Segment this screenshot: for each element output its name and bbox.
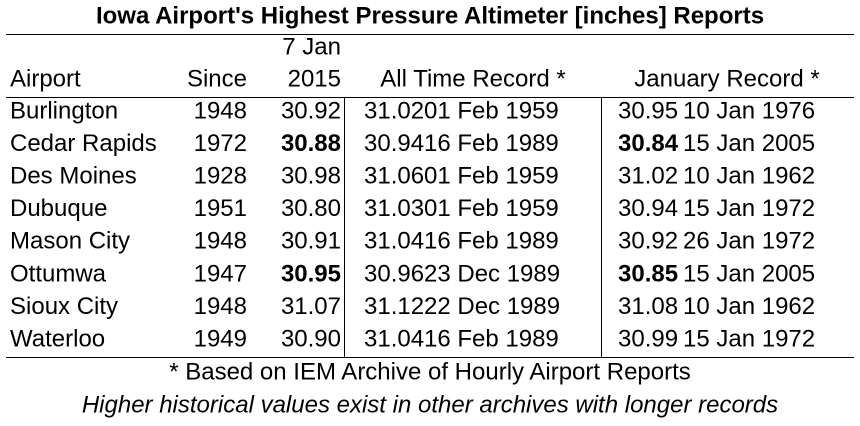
cell: 16 Feb 1989: [424, 228, 559, 255]
cell: 30.85: [618, 260, 678, 287]
header: 2015: [288, 65, 341, 92]
cell: 1948: [194, 228, 247, 255]
cell: 30.88: [281, 130, 341, 157]
cell: 01 Feb 1959: [424, 163, 559, 190]
cell: 30.94: [364, 130, 424, 157]
cell: 10 Jan 1962: [683, 163, 815, 190]
cell: 16 Feb 1989: [424, 326, 559, 353]
cell: 1949: [194, 326, 247, 353]
cell: 15 Jan 2005: [683, 260, 815, 287]
cell: 1948: [194, 97, 247, 124]
cell: 30.98: [281, 163, 341, 190]
cell: Ottumwa: [10, 260, 107, 287]
cell: 15 Jan 1972: [683, 195, 815, 222]
cell: 31.06: [364, 163, 424, 190]
footnote: * Based on IEM Archive of Hourly Airport…: [169, 358, 691, 385]
title: Iowa Airport's Highest Pressure Altimete…: [96, 2, 764, 29]
cell: 10 Jan 1976: [683, 97, 815, 124]
cell: 1947: [194, 260, 247, 287]
cell: 26 Jan 1972: [683, 228, 815, 255]
cell: 30.90: [281, 326, 341, 353]
cell: 31.07: [281, 293, 341, 320]
cell: 30.96: [364, 260, 424, 287]
header: 7 Jan: [282, 33, 341, 60]
footnote: Higher historical values exist in other …: [82, 391, 778, 418]
cell: 30.80: [281, 195, 341, 222]
cell: Waterloo: [10, 326, 105, 353]
cell: 1948: [194, 293, 247, 320]
cell: 1928: [194, 163, 247, 190]
cell: Dubuque: [10, 195, 107, 222]
cell: 1972: [194, 130, 247, 157]
cell: Burlington: [10, 97, 118, 124]
cell: 15 Jan 2005: [683, 130, 815, 157]
cell: Sioux City: [10, 293, 118, 320]
cell: 31.03: [364, 195, 424, 222]
cell: 30.91: [281, 228, 341, 255]
cell: 30.95: [618, 97, 678, 124]
cell: 30.99: [618, 326, 678, 353]
cell: 31.08: [618, 293, 678, 320]
cell: 23 Dec 1989: [424, 260, 560, 287]
cell: 31.04: [364, 228, 424, 255]
cell: 1951: [194, 195, 247, 222]
cell: 01 Feb 1959: [424, 195, 559, 222]
cell: 22 Dec 1989: [424, 293, 560, 320]
header: Airport: [10, 65, 81, 92]
cell: 15 Jan 1972: [683, 326, 815, 353]
cell: Des Moines: [10, 163, 137, 190]
header: Since: [187, 65, 247, 92]
cell: Mason City: [10, 228, 130, 255]
cell: 31.12: [364, 293, 424, 320]
cell: 01 Feb 1959: [424, 97, 559, 124]
cell: 16 Feb 1989: [424, 130, 559, 157]
cell: 30.92: [281, 97, 341, 124]
cell: 30.94: [618, 195, 678, 222]
cell: 31.02: [364, 97, 424, 124]
cell: 30.95: [281, 260, 341, 287]
cell: 31.02: [618, 163, 678, 190]
cell: 10 Jan 1962: [683, 293, 815, 320]
header: January Record *: [634, 65, 819, 92]
header: All Time Record *: [380, 65, 565, 92]
cell: 30.84: [618, 130, 679, 157]
cell: Cedar Rapids: [10, 130, 157, 157]
cell: 31.04: [364, 326, 424, 353]
cell: 30.92: [618, 228, 678, 255]
